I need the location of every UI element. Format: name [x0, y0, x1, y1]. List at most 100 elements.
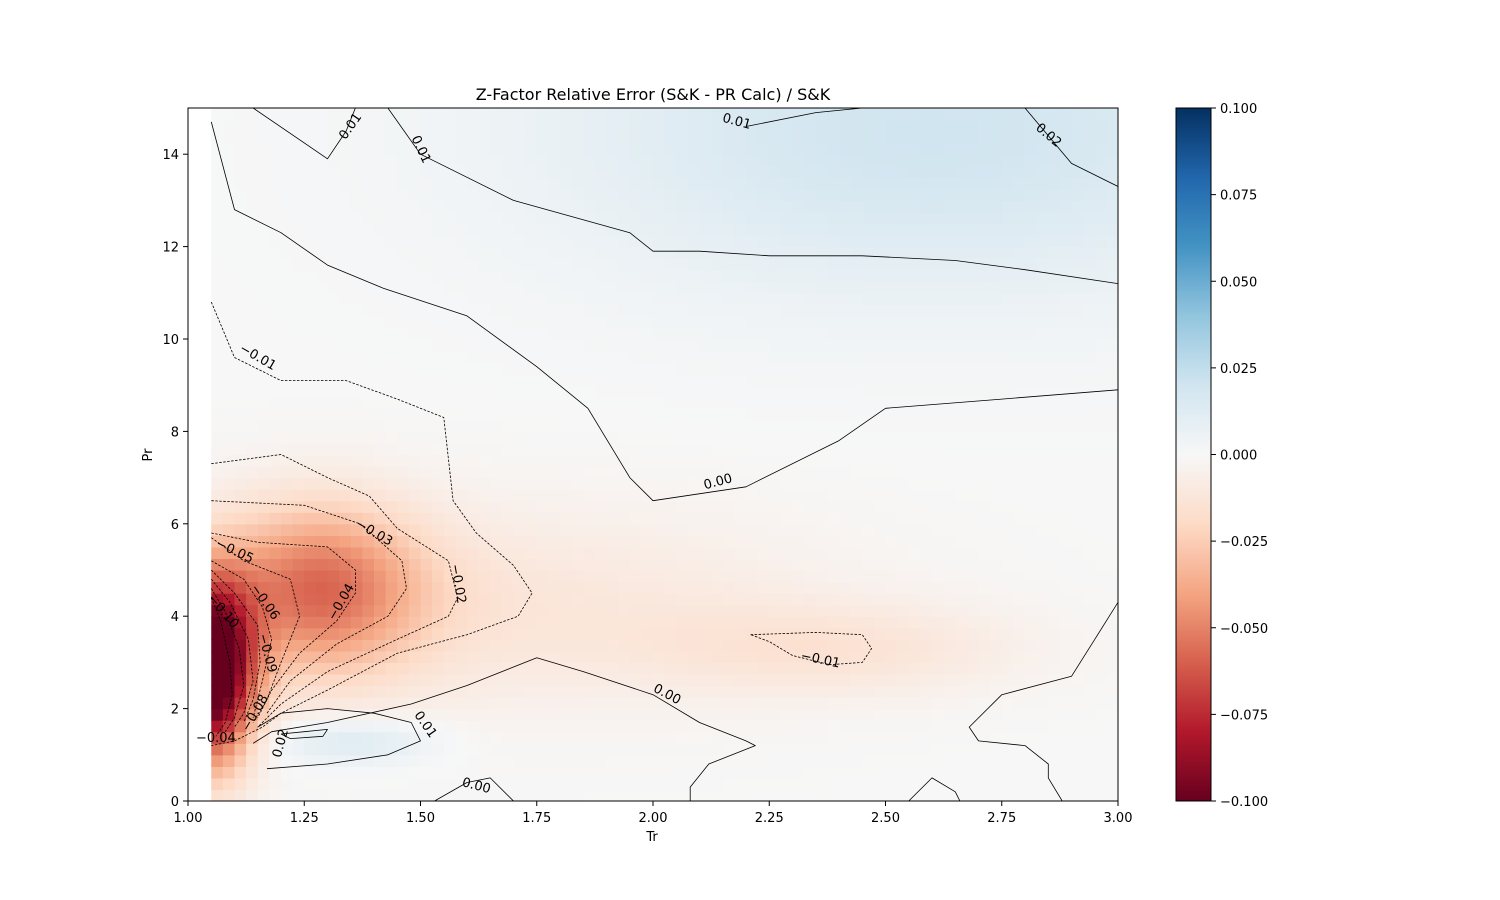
heatmap-cell — [746, 154, 759, 167]
heatmap-cell — [641, 650, 654, 663]
heatmap-cell — [711, 662, 724, 675]
heatmap-cell — [827, 165, 840, 178]
heatmap-cell — [978, 754, 991, 767]
heatmap-cell — [350, 789, 363, 801]
heatmap-cell — [594, 489, 608, 502]
heatmap-cell — [304, 350, 317, 363]
heatmap-cell — [769, 385, 782, 398]
heatmap-cell — [513, 108, 526, 121]
heatmap-cell — [955, 708, 968, 721]
heatmap-cell — [501, 650, 515, 663]
heatmap-cell — [281, 789, 294, 801]
heatmap-cell — [746, 258, 759, 271]
heatmap-cell — [1071, 627, 1084, 640]
heatmap-cell — [746, 408, 759, 421]
heatmap-cell — [1013, 269, 1026, 282]
heatmap-cell — [943, 385, 956, 398]
heatmap-cell — [780, 223, 794, 236]
heatmap-cell — [362, 789, 375, 801]
heatmap-cell — [990, 650, 1003, 663]
heatmap-cell — [943, 708, 956, 721]
heatmap-cell — [281, 188, 294, 201]
heatmap-cell — [920, 604, 933, 617]
heatmap-cell — [920, 188, 933, 201]
heatmap-cell — [687, 743, 701, 756]
heatmap-cell — [711, 454, 724, 467]
heatmap-cell — [618, 108, 631, 121]
heatmap-cell — [920, 223, 933, 236]
heatmap-cell — [536, 327, 549, 340]
heatmap-cell — [1106, 419, 1118, 432]
heatmap-cell — [478, 639, 491, 652]
heatmap-cell — [362, 373, 375, 386]
heatmap-cell — [420, 211, 433, 225]
heatmap-cell — [548, 685, 561, 698]
heatmap-cell — [804, 281, 817, 294]
heatmap-cell — [1071, 558, 1084, 571]
heatmap-cell — [478, 766, 491, 779]
heatmap-cell — [443, 339, 456, 352]
heatmap-cell — [699, 627, 712, 640]
heatmap-cell — [792, 235, 805, 248]
heatmap-cell — [746, 777, 759, 791]
heatmap-cell — [385, 570, 398, 583]
heatmap-cell — [629, 442, 642, 456]
heatmap-cell — [583, 108, 596, 121]
heatmap-cell — [594, 558, 608, 571]
heatmap-cell — [955, 685, 968, 698]
heatmap-cell — [873, 593, 887, 606]
heatmap-cell — [978, 292, 991, 305]
heatmap-cell — [618, 373, 631, 386]
heatmap-cell — [327, 616, 340, 629]
heatmap-cell — [490, 373, 503, 386]
heatmap-cell — [1071, 408, 1084, 421]
heatmap-cell — [618, 639, 631, 652]
heatmap-cell — [792, 523, 805, 536]
heatmap-cell — [769, 339, 782, 352]
heatmap-cell — [1071, 454, 1084, 467]
heatmap-cell — [734, 188, 747, 201]
heatmap-cell — [292, 500, 305, 513]
heatmap-cell — [839, 489, 852, 502]
heatmap-cell — [676, 223, 689, 236]
heatmap-cell — [548, 362, 561, 375]
heatmap-cell — [490, 315, 503, 329]
heatmap-cell — [1083, 639, 1096, 652]
heatmap-cell — [839, 789, 852, 801]
heatmap-cell — [315, 489, 329, 502]
heatmap-cell — [850, 558, 863, 571]
heatmap-cell — [978, 523, 991, 536]
heatmap-cell — [757, 627, 770, 640]
heatmap-cell — [618, 200, 631, 213]
heatmap-cell — [711, 500, 724, 513]
heatmap-cell — [443, 177, 456, 190]
heatmap-cell — [664, 662, 677, 675]
heatmap-cell — [1106, 362, 1118, 375]
heatmap-cell — [792, 789, 805, 801]
heatmap-cell — [455, 477, 468, 490]
heatmap-cell — [746, 246, 759, 259]
heatmap-cell — [722, 754, 735, 767]
heatmap-cell — [269, 627, 282, 640]
heatmap-cell — [792, 396, 805, 409]
heatmap-cell — [897, 662, 910, 675]
heatmap-cell — [257, 269, 270, 282]
heatmap-cell — [327, 108, 340, 121]
heatmap-cell — [815, 489, 828, 502]
heatmap-cell — [211, 650, 224, 663]
heatmap-cell — [501, 154, 515, 167]
plot-area: 0.010.010.01 0.02−0.010.00−0.03−0.05−0.02… — [187, 107, 1119, 802]
heatmap-cell — [711, 177, 724, 190]
heatmap-cell — [792, 604, 805, 617]
heatmap-cell — [501, 165, 515, 178]
heatmap-cell — [873, 708, 887, 721]
heatmap-cell — [571, 650, 584, 663]
heatmap-cell — [641, 119, 654, 132]
heatmap-cell — [699, 731, 712, 744]
heatmap-cell — [432, 165, 445, 178]
heatmap-cell — [1106, 350, 1118, 363]
heatmap-cell — [571, 708, 584, 721]
heatmap-cell — [234, 777, 247, 791]
heatmap-cell — [618, 546, 631, 560]
heatmap-cell — [873, 304, 887, 317]
